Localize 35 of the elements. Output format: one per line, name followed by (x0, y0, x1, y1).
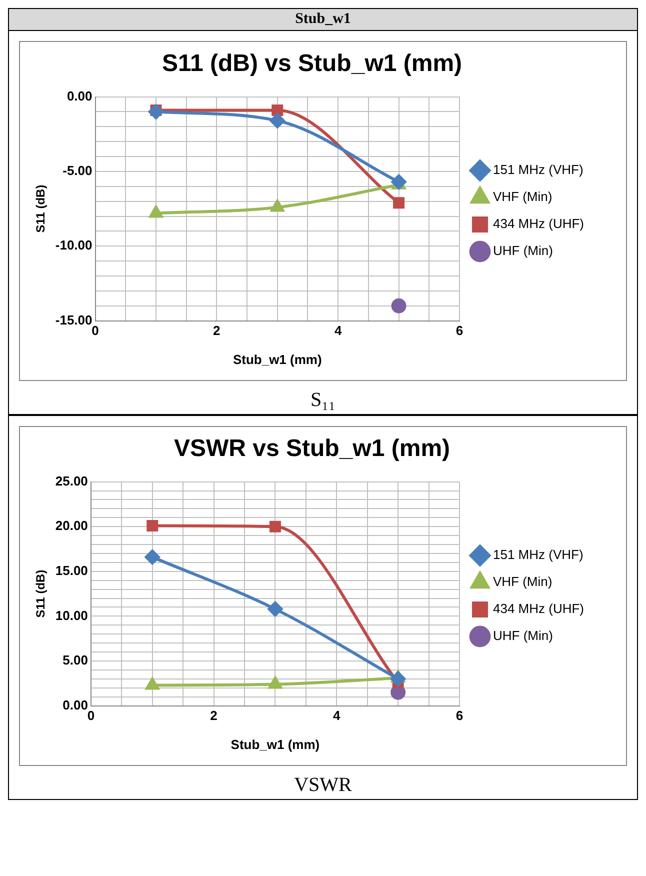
y-tick-label: 15.00 (55, 562, 88, 578)
legend-label: UHF (Min) (492, 628, 553, 644)
x-axis-title: Stub_w1 (mm) (232, 352, 322, 367)
chart-title: S11 (dB) vs Stub_w1 (mm) (162, 50, 462, 78)
legend-label: 434 MHz (UHF) (492, 601, 584, 616)
text: S₁₁ (8, 389, 638, 415)
x-tick-label: 0 (92, 323, 99, 338)
y-axis-title: S11 (dB) (34, 184, 48, 233)
legend-label: 151 MHz (VHF) (492, 162, 584, 178)
y-tick-label: 0.00 (66, 88, 92, 104)
chart-title: VSWR vs Stub_w1 (mm) (174, 435, 450, 462)
y-axis-title: S11 (dB) (34, 570, 48, 618)
legend-label: VHF (Min) (492, 574, 552, 590)
x-tick-label: 0 (87, 708, 95, 724)
text: VSWR (8, 774, 638, 800)
y-tick-label: -10.00 (55, 238, 92, 253)
x-tick-label: 2 (210, 708, 218, 724)
x-tick-label: 2 (213, 323, 220, 338)
x-tick-label: 6 (456, 708, 464, 724)
legend-label: UHF (Min) (492, 243, 553, 258)
y-tick-label: 10.00 (55, 608, 88, 623)
x-tick-label: 4 (333, 708, 342, 724)
y-tick-label: -15.00 (55, 312, 92, 328)
text: Stub_w1 (8, 8, 638, 30)
y-tick-label: -5.00 (62, 163, 92, 178)
y-tick-label: 20.00 (55, 518, 88, 534)
y-tick-label: 0.00 (62, 697, 88, 712)
legend-label: 151 MHz (VHF) (492, 547, 584, 562)
legend-label: VHF (Min) (492, 189, 552, 204)
y-tick-label: 5.00 (62, 652, 88, 668)
x-tick-label: 6 (456, 323, 464, 338)
x-axis-title: Stub_w1 (mm) (230, 736, 320, 752)
legend-label: 434 MHz (UHF) (492, 216, 584, 232)
y-tick-label: 25.00 (55, 473, 88, 488)
x-tick-label: 4 (334, 323, 342, 338)
